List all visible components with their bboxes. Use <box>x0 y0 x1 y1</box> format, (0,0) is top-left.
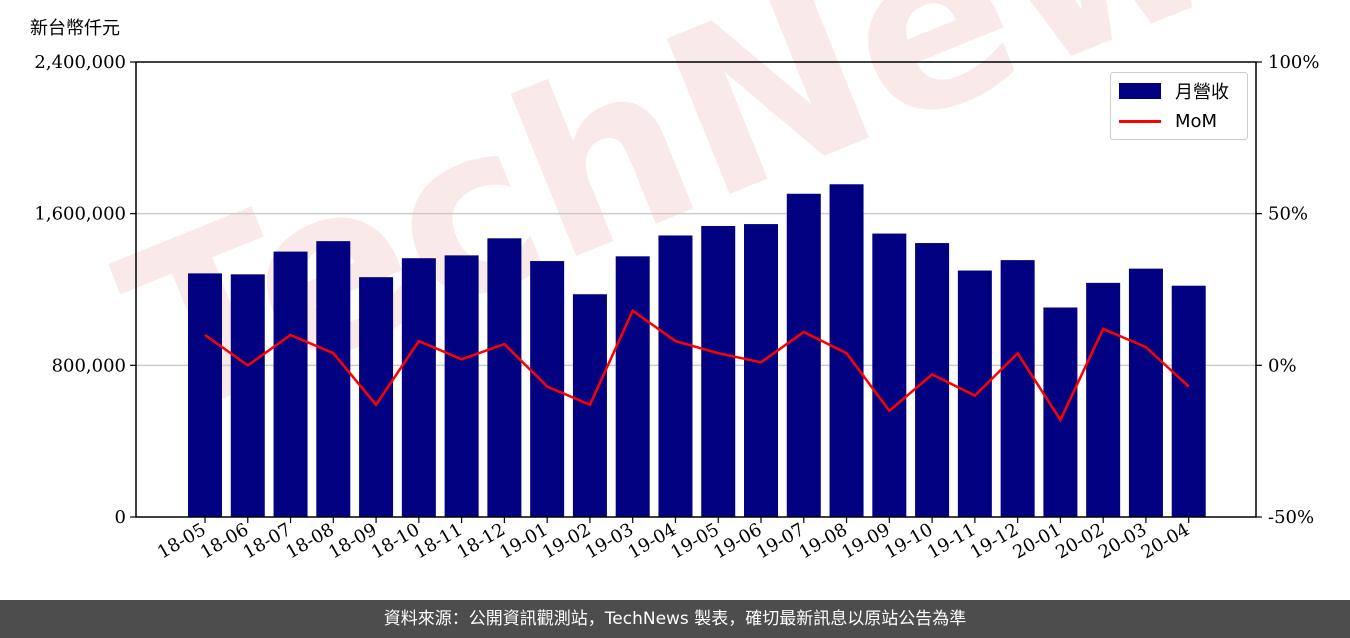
x-tick-label: 18-10 <box>368 519 423 563</box>
revenue-bar <box>188 273 222 517</box>
y-right-tick-label: 50% <box>1268 204 1308 225</box>
x-tick-label: 19-07 <box>753 519 808 563</box>
revenue-bar <box>487 238 522 517</box>
y-right-tick-label: 0% <box>1268 355 1297 376</box>
x-tick-label: 19-09 <box>838 519 893 563</box>
x-tick-label: 20-02 <box>1052 519 1107 563</box>
revenue-bar <box>401 258 436 517</box>
revenue-bar <box>530 261 565 517</box>
x-tick-label: 20-04 <box>1138 519 1193 563</box>
mom-line-series <box>204 308 1190 423</box>
revenue-bar <box>230 274 265 517</box>
y-left-tick-label: 0 <box>115 507 126 528</box>
revenue-bar <box>872 233 907 517</box>
revenue-bar <box>957 270 992 517</box>
revenue-bar <box>615 256 650 517</box>
legend-swatch-mom <box>1119 119 1161 123</box>
x-tick-label: 18-05 <box>154 519 209 563</box>
revenue-bar <box>444 255 479 517</box>
source-footer: 資料來源：公開資訊觀測站，TechNews 製表，確切最新訊息以原站公告為準 <box>0 600 1350 638</box>
legend-item-mom: MoM <box>1119 109 1217 133</box>
revenue-bar <box>1000 260 1035 517</box>
x-tick-label: 19-06 <box>710 519 765 563</box>
x-tick-label: 19-04 <box>625 519 680 563</box>
x-tick-label: 18-08 <box>282 519 337 563</box>
legend-label-revenue: 月營收 <box>1175 82 1229 103</box>
revenue-bar <box>1128 268 1163 517</box>
x-tick-label: 20-01 <box>1009 519 1064 563</box>
revenue-bar <box>1171 285 1206 517</box>
revenue-bar <box>1043 307 1078 517</box>
revenue-bar <box>273 251 308 518</box>
y-right-tick-label: 100% <box>1268 52 1319 73</box>
revenue-bar <box>316 241 351 517</box>
x-tick-label: 19-02 <box>539 519 594 563</box>
x-tick-label: 19-01 <box>496 519 551 563</box>
y-left-tick-label: 800,000 <box>52 355 126 376</box>
x-tick-label: 18-07 <box>240 519 295 563</box>
revenue-bar <box>701 225 736 518</box>
x-tick-label: 19-03 <box>582 519 637 563</box>
revenue-bar <box>786 193 821 517</box>
x-tick-label: 19-11 <box>924 519 979 563</box>
revenue-bar <box>744 224 779 517</box>
revenue-bar <box>1086 282 1121 517</box>
legend-item-revenue: 月營收 <box>1119 79 1229 103</box>
legend-label-mom: MoM <box>1175 110 1218 132</box>
legend: 月營收 MoM <box>1110 72 1248 140</box>
plot-frame <box>135 61 1257 518</box>
x-tick-label: 18-09 <box>325 519 380 563</box>
x-tick-label: 19-05 <box>667 519 722 563</box>
x-tick-label: 18-11 <box>411 519 466 563</box>
mom-line <box>204 308 1190 423</box>
x-tick-label: 18-06 <box>197 519 252 563</box>
y-axis-unit-label: 新台幣仟元 <box>30 18 120 39</box>
y-right-tick-label: -50% <box>1268 507 1314 528</box>
x-tick-label: 18-12 <box>453 519 508 563</box>
x-tick-label: 20-03 <box>1095 519 1150 563</box>
y-left-tick-label: 1,600,000 <box>34 204 126 225</box>
x-tick-label: 19-08 <box>796 519 851 563</box>
revenue-chart: TechNews 0800,0001,600,0002,400,000-50%0… <box>34 0 1350 563</box>
revenue-bar <box>658 235 693 517</box>
x-tick-label: 19-12 <box>967 519 1022 563</box>
revenue-bar <box>359 277 394 517</box>
legend-swatch-revenue <box>1119 83 1161 99</box>
revenue-bar <box>829 184 864 517</box>
y-left-tick-label: 2,400,000 <box>34 52 126 73</box>
x-tick-label: 19-10 <box>881 519 936 563</box>
